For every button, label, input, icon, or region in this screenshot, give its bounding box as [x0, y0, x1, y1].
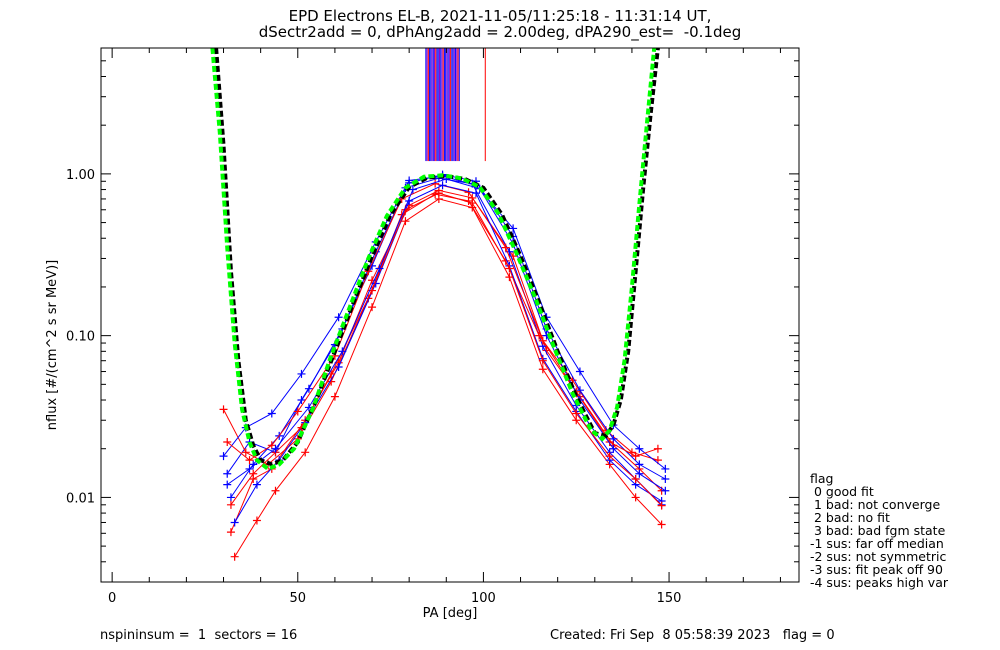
red-series-line: [230, 189, 662, 533]
blue-data-point: [661, 464, 670, 473]
red-data-point: [538, 356, 547, 365]
red-data-point: [219, 405, 228, 414]
blue-data-point: [635, 469, 644, 478]
red-data-point: [401, 217, 410, 226]
red-data-point: [631, 493, 640, 502]
red-data-point: [631, 452, 640, 461]
red-data-point: [368, 303, 377, 312]
legend-title: flag: [810, 471, 834, 486]
fit-curve-black: [214, 48, 660, 467]
red-data-point: [535, 331, 544, 340]
blue-data-point: [230, 518, 239, 527]
blue-data-point: [375, 264, 384, 273]
red-data-point: [505, 264, 514, 273]
blue-data-point: [223, 469, 232, 478]
blue-series-line: [234, 184, 662, 523]
blue-data-point: [334, 313, 343, 322]
blue-data-point: [661, 474, 670, 483]
y-tick-label: 0.10: [66, 330, 95, 345]
data-layer: [210, 48, 670, 561]
x-tick-label: 100: [471, 591, 496, 606]
blue-data-point: [505, 247, 514, 256]
red-data-point: [538, 336, 547, 345]
y-tick-label: 0.01: [66, 491, 95, 506]
red-data-point: [572, 409, 581, 418]
legend-item: 3 bad: bad fgm state: [810, 523, 946, 538]
axes-layer: 0 50 100 150 0.01 0.10 1.00 PA [deg] nflux [#/(c…: [45, 47, 800, 621]
red-data-point: [501, 243, 510, 252]
legend-item: 0 good fit: [810, 484, 874, 499]
y-tick-label: 1.00: [66, 168, 95, 183]
red-data-point: [241, 448, 250, 457]
blue-data-point: [408, 185, 417, 194]
red-series-line: [230, 192, 662, 506]
red-data-point: [226, 500, 235, 509]
blue-data-point: [635, 460, 644, 469]
x-tick-label: 0: [108, 591, 116, 606]
red-data-point: [301, 448, 310, 457]
blue-data-point: [252, 480, 261, 489]
blue-data-point: [219, 452, 228, 461]
red-data-point: [605, 438, 614, 447]
footer-right: Created: Fri Sep 8 05:58:39 2023 flag = …: [550, 628, 835, 643]
legend-item: -1 sus: far off median: [810, 536, 944, 551]
red-data-point: [271, 486, 280, 495]
blue-data-point: [304, 384, 313, 393]
chart-title-line1: EPD Electrons EL-B, 2021-11-05/11:25:18 …: [288, 7, 712, 25]
red-data-point: [631, 474, 640, 483]
red-data-point: [657, 520, 666, 529]
red-data-point: [397, 210, 406, 219]
blue-data-point: [267, 409, 276, 418]
red-data-point: [245, 456, 254, 465]
red-data-point: [653, 444, 662, 453]
red-data-point: [230, 552, 239, 561]
blue-data-point: [661, 486, 670, 495]
legend-item: -3 sus: fit peak off 90: [810, 562, 943, 577]
blue-data-point: [271, 444, 280, 453]
red-data-point: [293, 407, 302, 416]
blue-data-point: [297, 369, 306, 378]
fit-curve-green: [210, 48, 657, 472]
red-data-point: [267, 441, 276, 450]
blue-data-point: [223, 480, 232, 489]
red-data-point: [572, 416, 581, 425]
blue-data-point: [609, 444, 618, 453]
blue-data-point: [575, 386, 584, 395]
x-axis-label: PA [deg]: [423, 606, 478, 621]
x-tick-label: 150: [657, 591, 682, 606]
x-tick-label: 50: [290, 591, 307, 606]
blue-data-point: [245, 464, 254, 473]
blue-data-point: [509, 224, 518, 233]
red-data-point: [657, 501, 666, 510]
blue-data-point: [471, 189, 480, 198]
red-data-point: [468, 199, 477, 208]
red-data-point: [538, 365, 547, 374]
legend-item: 2 bad: no fit: [810, 510, 890, 525]
plot-frame: [100, 47, 800, 583]
red-data-point: [605, 452, 614, 461]
red-data-point: [249, 469, 258, 478]
blue-data-point: [405, 176, 414, 185]
blue-data-point: [575, 367, 584, 376]
red-data-point: [226, 528, 235, 537]
blue-data-point: [334, 363, 343, 372]
legend-item: -4 sus: peaks high var: [810, 575, 949, 590]
blue-data-point: [338, 347, 347, 356]
blue-data-point: [438, 181, 447, 190]
y-axis-label: nflux [#/(cm^2 s sr MeV)]: [45, 260, 60, 430]
red-data-point: [330, 392, 339, 401]
blue-data-point: [635, 444, 644, 453]
legend-item: -2 sus: not symmetric: [810, 549, 947, 564]
red-data-point: [223, 438, 232, 447]
legend-item: 1 bad: not converge: [810, 497, 941, 512]
chart-title-line2: dSectr2add = 0, dPhAng2add = 2.00deg, dP…: [258, 23, 742, 41]
footer-left: nspininsum = 1 sectors = 16: [100, 628, 298, 643]
blue-data-point: [226, 493, 235, 502]
red-data-point: [252, 516, 261, 525]
blue-series-line: [226, 177, 662, 506]
red-data-point: [434, 189, 443, 198]
